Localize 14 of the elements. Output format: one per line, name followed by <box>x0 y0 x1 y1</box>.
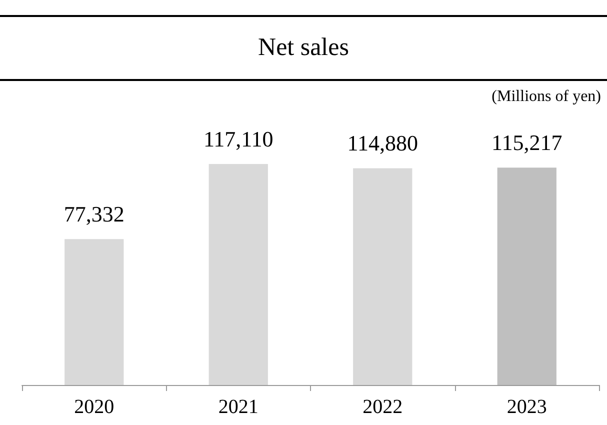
bar <box>64 239 124 385</box>
data-label: 77,332 <box>64 202 124 227</box>
bar <box>208 164 268 385</box>
data-label: 114,880 <box>347 130 418 156</box>
data-label: 117,110 <box>203 126 274 152</box>
chart-title: Net sales <box>258 34 349 62</box>
bar <box>353 168 412 385</box>
x-tick-label: 2022 <box>362 396 403 418</box>
x-tick-label: 2021 <box>218 396 258 418</box>
x-tick-label: 2020 <box>74 396 114 418</box>
data-label: 115,217 <box>492 130 562 156</box>
text: (Millions of yen) <box>492 88 601 106</box>
x-tick-label: 2023 <box>506 396 547 418</box>
bar <box>497 168 556 385</box>
